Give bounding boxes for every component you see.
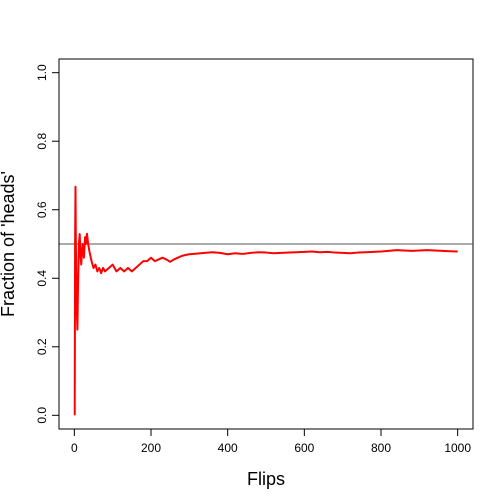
y-tick-label: 0.4 xyxy=(35,270,49,287)
x-tick-label: 0 xyxy=(71,441,78,455)
y-tick-label: 0.2 xyxy=(35,338,49,355)
y-tick-label: 1.0 xyxy=(35,64,49,81)
series-layer xyxy=(73,185,458,416)
y-tick-label: 0.6 xyxy=(35,201,49,218)
x-tick-label: 800 xyxy=(371,441,391,455)
x-tick-label: 1000 xyxy=(444,441,471,455)
x-axis: 0 200 400 600 800 1000 xyxy=(71,428,471,455)
series-line-0 xyxy=(73,185,458,416)
y-axis-title: Fraction of 'heads' xyxy=(0,171,18,317)
y-tick-label: 0.0 xyxy=(35,407,49,424)
y-axis: 0.0 0.2 0.4 0.6 0.8 1.0 xyxy=(35,64,60,424)
x-axis-title: Flips xyxy=(247,469,285,489)
x-tick-label: 200 xyxy=(141,441,161,455)
x-tick-label: 600 xyxy=(294,441,314,455)
y-tick-label: 0.8 xyxy=(35,133,49,150)
x-tick-label: 400 xyxy=(218,441,238,455)
